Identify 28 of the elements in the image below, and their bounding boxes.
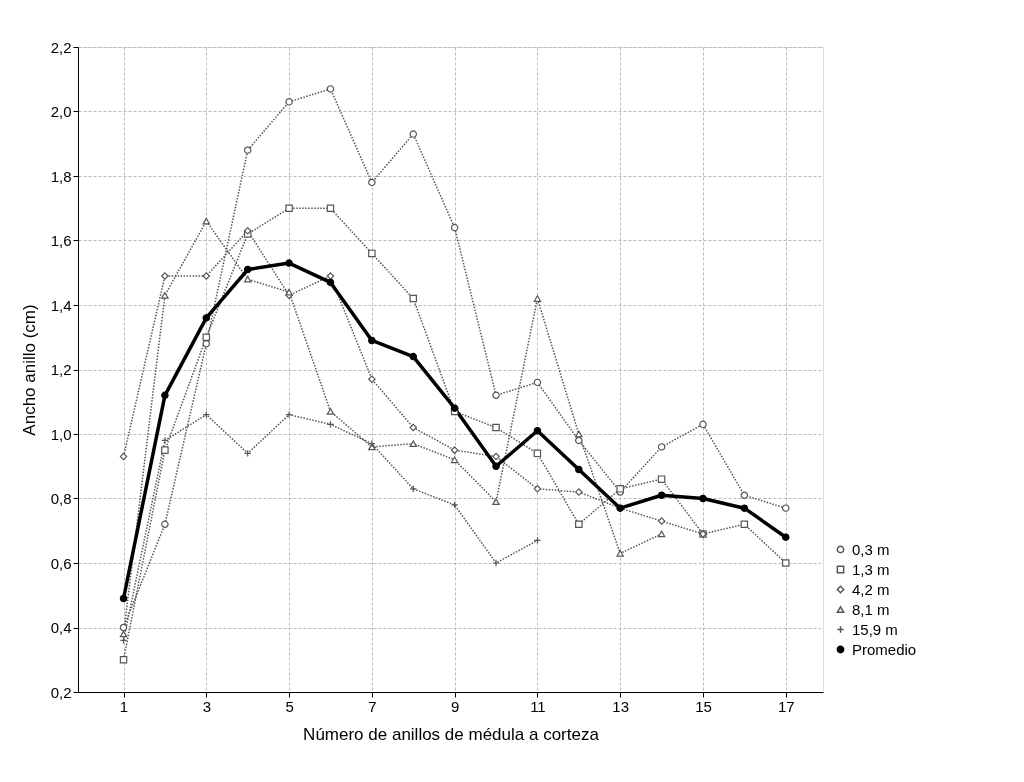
x-tick-label: 17	[777, 697, 795, 715]
x-axis-title: Número de anillos de médula a corteza	[303, 724, 600, 744]
x-tick-label: 1	[119, 697, 129, 715]
y-tick-label: 1,4	[50, 296, 72, 314]
y-tick-label: 1,6	[50, 232, 72, 249]
y-tick-label: 0,4	[50, 619, 72, 636]
y-tick-label: 0,2	[50, 683, 72, 701]
legend-label: Promedio	[852, 640, 917, 658]
x-tick-label: 5	[285, 697, 294, 715]
y-tick-label: 1,2	[50, 361, 72, 378]
y-axis-title: Ancho anillo (cm)	[19, 304, 39, 436]
y-tick-label: 2,0	[50, 103, 72, 120]
y-tick-label: 0,8	[50, 490, 72, 507]
y-tick-label: 0,6	[50, 554, 72, 572]
x-tick-label: 11	[530, 697, 546, 715]
legend-label: 1,3 m	[852, 560, 890, 578]
y-tick-label: 1,0	[50, 425, 72, 443]
x-tick-label: 13	[612, 697, 630, 715]
legend-label: 8,1 m	[852, 600, 890, 618]
legend-label: 0,3 m	[852, 540, 890, 558]
y-tick-label: 2,2	[50, 38, 72, 56]
y-tick-label: 1,8	[50, 167, 72, 185]
legend-label: 15,9 m	[852, 620, 898, 638]
x-tick-label: 15	[695, 697, 712, 715]
x-tick-label: 3	[202, 697, 211, 715]
x-tick-label: 7	[368, 697, 377, 715]
x-tick-label: 9	[450, 697, 460, 715]
legend-label: 4,2 m	[852, 580, 890, 598]
